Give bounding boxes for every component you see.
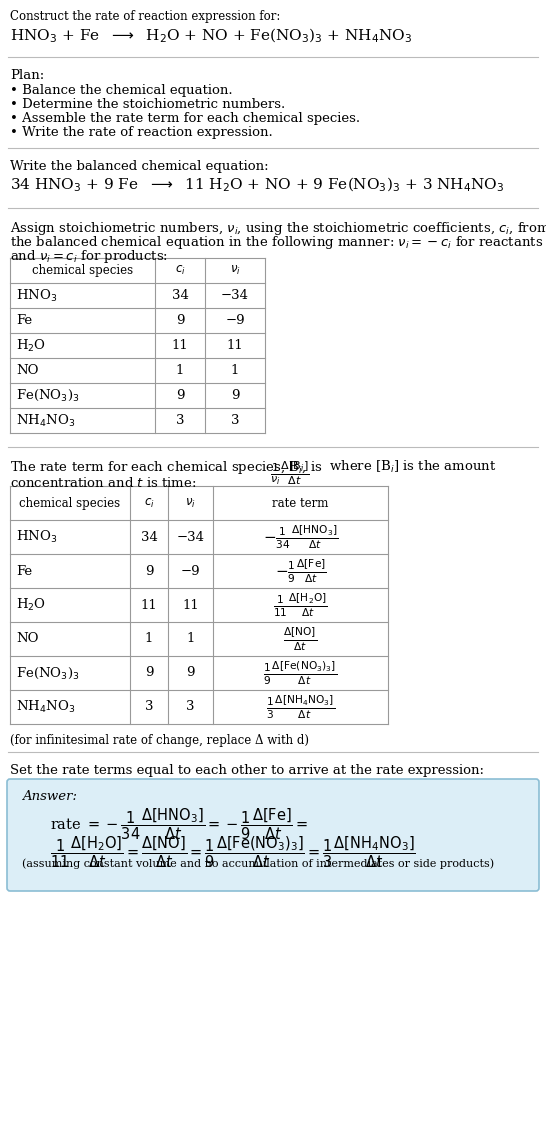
Text: Answer:: Answer: — [22, 790, 77, 803]
Text: $\frac{1}{11}\frac{\Delta[\mathrm{H_2O}]}{\Delta t}$: $\frac{1}{11}\frac{\Delta[\mathrm{H_2O}]… — [273, 591, 328, 619]
Text: Fe: Fe — [16, 564, 32, 577]
Text: Fe: Fe — [16, 314, 32, 327]
Text: The rate term for each chemical species, B$_i$, is: The rate term for each chemical species,… — [10, 459, 323, 476]
Text: −9: −9 — [181, 564, 200, 577]
Text: $-\frac{1}{34}\frac{\Delta[\mathrm{HNO_3}]}{\Delta t}$: $-\frac{1}{34}\frac{\Delta[\mathrm{HNO_3… — [263, 523, 339, 551]
Text: H$_2$O: H$_2$O — [16, 597, 46, 613]
Text: H$_2$O: H$_2$O — [16, 338, 46, 354]
Text: $\frac{1}{3}\frac{\Delta[\mathrm{NH_4NO_3}]}{\Delta t}$: $\frac{1}{3}\frac{\Delta[\mathrm{NH_4NO_… — [266, 693, 335, 720]
FancyBboxPatch shape — [7, 780, 539, 891]
Text: Assign stoichiometric numbers, $\nu_i$, using the stoichiometric coefficients, $: Assign stoichiometric numbers, $\nu_i$, … — [10, 220, 546, 237]
Text: NH$_4$NO$_3$: NH$_4$NO$_3$ — [16, 699, 75, 715]
Text: 34: 34 — [140, 530, 157, 544]
Text: where [B$_i$] is the amount: where [B$_i$] is the amount — [325, 459, 496, 475]
Text: Plan:: Plan: — [10, 69, 44, 82]
Text: 34: 34 — [171, 289, 188, 302]
Text: Fe(NO$_3$)$_3$: Fe(NO$_3$)$_3$ — [16, 388, 80, 403]
Text: 3: 3 — [186, 701, 195, 714]
Text: (for infinitesimal rate of change, replace Δ with d): (for infinitesimal rate of change, repla… — [10, 734, 309, 747]
Text: 11: 11 — [227, 339, 244, 352]
Text: −34: −34 — [176, 530, 205, 544]
Text: 9: 9 — [231, 389, 239, 402]
Text: 9: 9 — [176, 389, 184, 402]
Text: 11: 11 — [171, 339, 188, 352]
Text: chemical species: chemical species — [32, 264, 133, 277]
Text: 9: 9 — [145, 667, 153, 679]
Text: 1: 1 — [176, 364, 184, 377]
Text: Fe(NO$_3$)$_3$: Fe(NO$_3$)$_3$ — [16, 666, 80, 681]
Text: rate $= -\dfrac{1}{34}\dfrac{\Delta[\mathrm{HNO_3}]}{\Delta t} = -\dfrac{1}{9}\d: rate $= -\dfrac{1}{34}\dfrac{\Delta[\mat… — [50, 806, 308, 842]
Text: Write the balanced chemical equation:: Write the balanced chemical equation: — [10, 160, 269, 173]
Text: $\frac{1}{9}\frac{\Delta[\mathrm{Fe(NO_3)_3}]}{\Delta t}$: $\frac{1}{9}\frac{\Delta[\mathrm{Fe(NO_3… — [263, 659, 337, 687]
Text: 11: 11 — [182, 599, 199, 611]
Text: HNO$_3$: HNO$_3$ — [16, 529, 57, 545]
Text: $\dfrac{1}{11}\dfrac{\Delta[\mathrm{H_2O}]}{\Delta t} = \dfrac{\Delta[\mathrm{NO: $\dfrac{1}{11}\dfrac{\Delta[\mathrm{H_2O… — [50, 834, 416, 869]
Text: 34 HNO$_3$ + 9 Fe  $\longrightarrow$  11 H$_2$O + NO + 9 Fe(NO$_3$)$_3$ + 3 NH$_: 34 HNO$_3$ + 9 Fe $\longrightarrow$ 11 H… — [10, 176, 505, 195]
Text: 1: 1 — [145, 633, 153, 645]
Text: Construct the rate of reaction expression for:: Construct the rate of reaction expressio… — [10, 10, 281, 23]
Text: and $\nu_i = c_i$ for products:: and $\nu_i = c_i$ for products: — [10, 248, 168, 265]
Text: 11: 11 — [141, 599, 157, 611]
Text: 9: 9 — [186, 667, 195, 679]
Text: • Write the rate of reaction expression.: • Write the rate of reaction expression. — [10, 126, 273, 139]
Text: HNO$_3$: HNO$_3$ — [16, 288, 57, 304]
Text: $\nu_i$: $\nu_i$ — [230, 264, 240, 277]
Text: • Balance the chemical equation.: • Balance the chemical equation. — [10, 84, 233, 97]
Text: Set the rate terms equal to each other to arrive at the rate expression:: Set the rate terms equal to each other t… — [10, 764, 484, 777]
Text: chemical species: chemical species — [20, 496, 121, 510]
Text: $\nu_i$: $\nu_i$ — [185, 496, 196, 510]
Text: −34: −34 — [221, 289, 249, 302]
Text: (assuming constant volume and no accumulation of intermediates or side products): (assuming constant volume and no accumul… — [22, 858, 494, 868]
Text: 1: 1 — [186, 633, 195, 645]
Text: NO: NO — [16, 633, 39, 645]
Text: 3: 3 — [231, 414, 239, 427]
Text: 9: 9 — [176, 314, 184, 327]
Text: $c_i$: $c_i$ — [144, 496, 155, 510]
Text: • Assemble the rate term for each chemical species.: • Assemble the rate term for each chemic… — [10, 112, 360, 125]
Text: $c_i$: $c_i$ — [175, 264, 185, 277]
Text: • Determine the stoichiometric numbers.: • Determine the stoichiometric numbers. — [10, 98, 285, 112]
Text: the balanced chemical equation in the following manner: $\nu_i = -c_i$ for react: the balanced chemical equation in the fo… — [10, 234, 543, 251]
Text: 9: 9 — [145, 564, 153, 577]
Text: 1: 1 — [231, 364, 239, 377]
Text: 3: 3 — [176, 414, 184, 427]
Text: $\frac{1}{\nu_i}\frac{\Delta[\mathrm{B}_i]}{\Delta t}$: $\frac{1}{\nu_i}\frac{\Delta[\mathrm{B}_… — [270, 459, 310, 487]
Text: NH$_4$NO$_3$: NH$_4$NO$_3$ — [16, 412, 75, 429]
Text: HNO$_3$ + Fe  $\longrightarrow$  H$_2$O + NO + Fe(NO$_3$)$_3$ + NH$_4$NO$_3$: HNO$_3$ + Fe $\longrightarrow$ H$_2$O + … — [10, 27, 412, 46]
Text: $-\frac{1}{9}\frac{\Delta[\mathrm{Fe}]}{\Delta t}$: $-\frac{1}{9}\frac{\Delta[\mathrm{Fe}]}{… — [275, 558, 327, 585]
Text: concentration and $t$ is time:: concentration and $t$ is time: — [10, 476, 197, 490]
Text: −9: −9 — [225, 314, 245, 327]
Text: rate term: rate term — [272, 496, 329, 510]
Text: $\frac{\Delta[\mathrm{NO}]}{\Delta t}$: $\frac{\Delta[\mathrm{NO}]}{\Delta t}$ — [283, 625, 318, 653]
Text: NO: NO — [16, 364, 39, 377]
Text: 3: 3 — [145, 701, 153, 714]
